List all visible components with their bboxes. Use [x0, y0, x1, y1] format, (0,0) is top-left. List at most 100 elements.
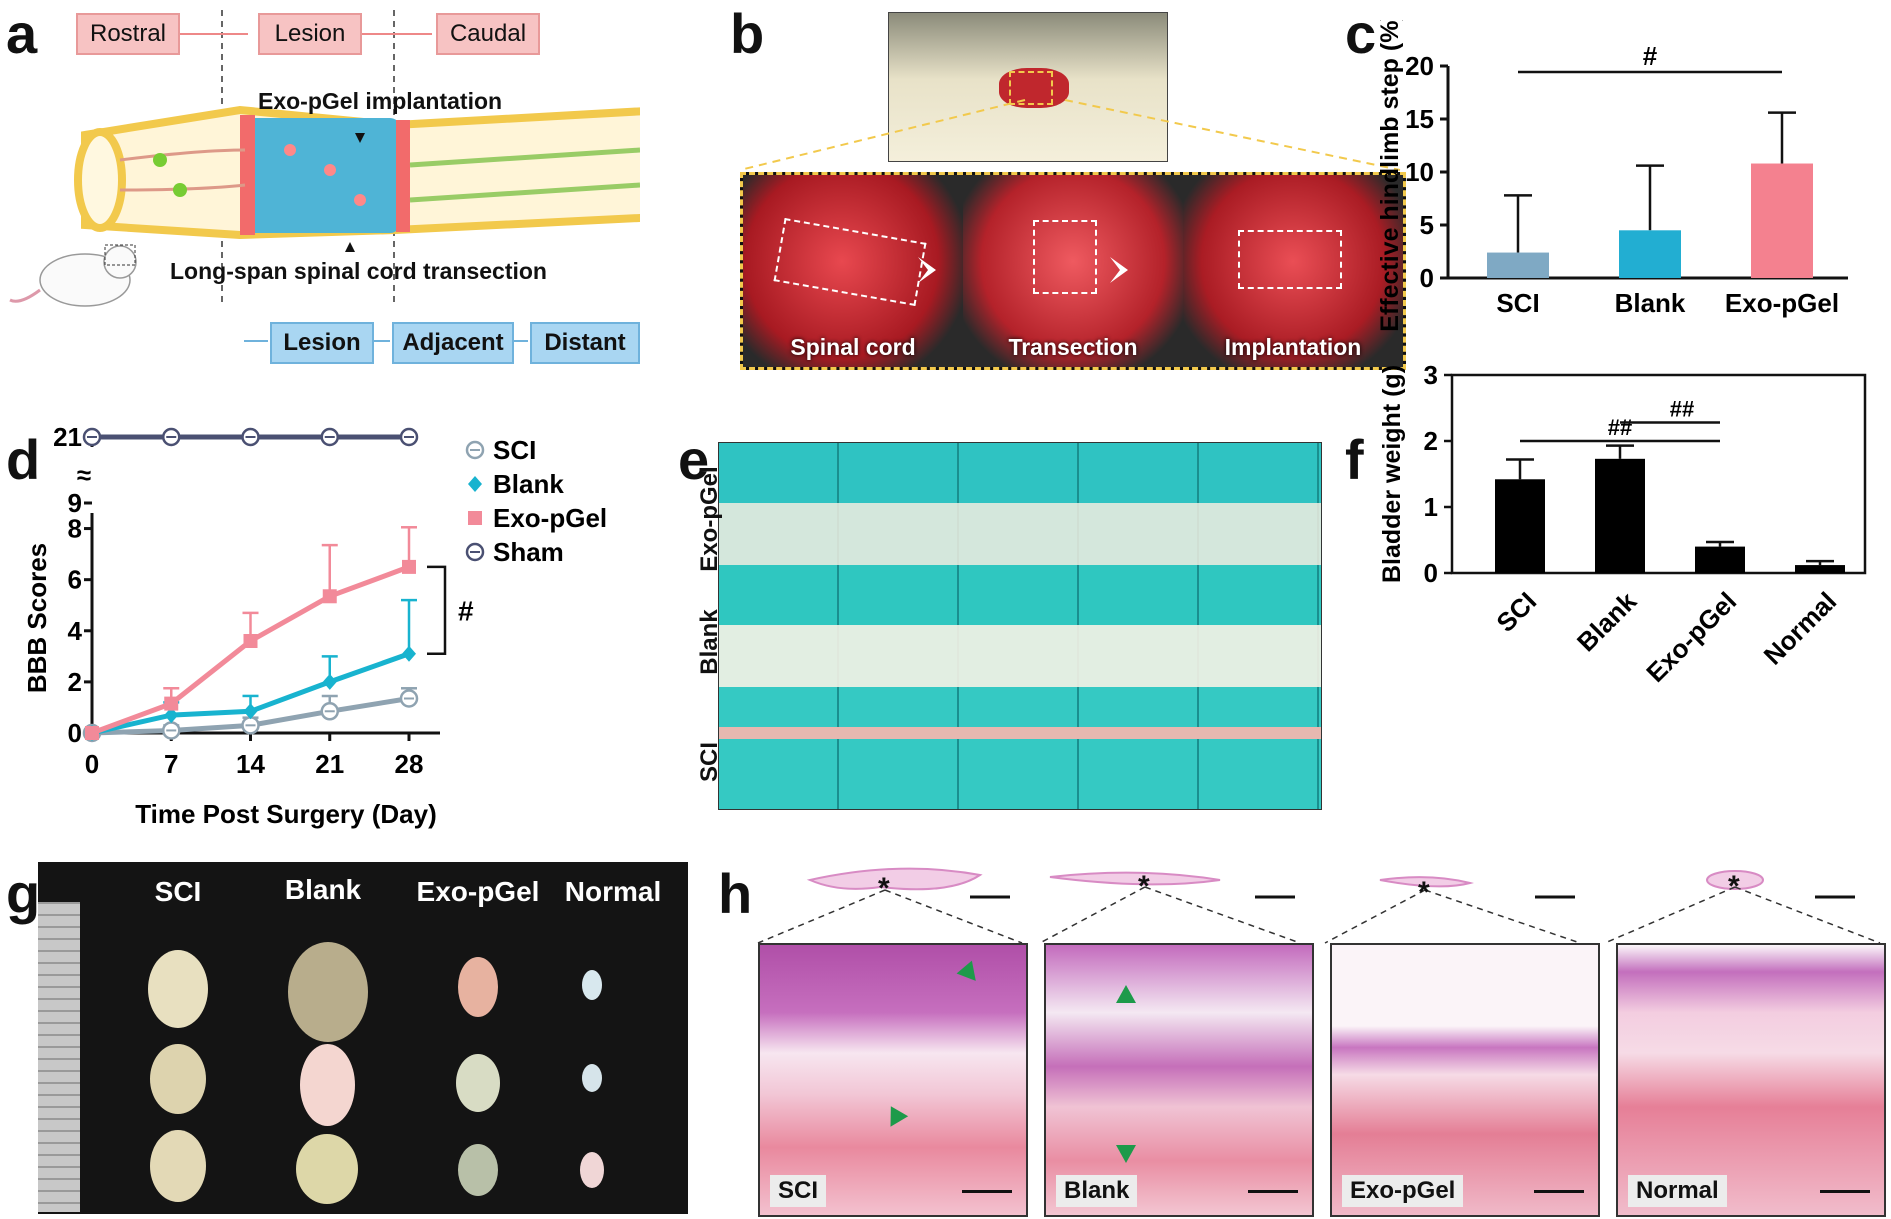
arrowhead-icon [881, 1106, 909, 1132]
surgery-steps-strip: Spinal cord Transection Implantation [740, 172, 1406, 370]
bladder-blank-2 [300, 1044, 355, 1126]
x-tick-label: Blank [1571, 586, 1643, 658]
spinal-cord-diagram [9, 10, 640, 307]
y-tick-label: 9 [68, 488, 82, 518]
step-implantation: Implantation [1183, 175, 1403, 367]
arrowhead-icon [1116, 1145, 1136, 1163]
gait-animal [719, 503, 1321, 565]
bar [1795, 565, 1845, 573]
y-tick-label: 0 [1420, 263, 1434, 293]
histology-sci: SCI [758, 943, 1028, 1217]
gait-label-sci: SCI [696, 742, 723, 783]
bar [1619, 230, 1681, 278]
step-label: Implantation [1224, 334, 1362, 360]
bar [1487, 252, 1549, 278]
y-tick-label: 15 [1405, 104, 1434, 134]
zoom-lines [739, 99, 1401, 171]
x-tick-label: 14 [236, 749, 265, 779]
histology-exo-pgel: Exo-pGel [1330, 943, 1600, 1217]
legend-label: SCI [493, 435, 536, 465]
region-caudal: Caudal [436, 13, 540, 55]
data-point [243, 634, 258, 648]
legend-label: Sham [493, 537, 564, 567]
scale-bar [1248, 1190, 1298, 1193]
step-spinal-cord: Spinal cord [743, 175, 963, 367]
histology-blank: Blank [1044, 943, 1314, 1217]
y-tick-label: 5 [1420, 210, 1434, 240]
histology-label: Normal [1628, 1175, 1727, 1207]
legend-marker [468, 511, 482, 525]
y-tick-label: 4 [68, 616, 83, 646]
histology-overview [757, 867, 1881, 944]
bladder-photo: SCI Blank Exo-pGel Normal [38, 862, 688, 1214]
y-axis-label: BBB Scores [22, 543, 52, 693]
x-axis-label: Time Post Surgery (Day) [135, 799, 437, 829]
legend-label: Blank [493, 469, 564, 499]
histology-label: SCI [770, 1175, 827, 1207]
transection-label: Long-span spinal cord transection [170, 258, 547, 284]
bladder-blank-1 [288, 942, 368, 1042]
y-tick-label: 2 [1424, 426, 1438, 456]
y-tick-label: 10 [1405, 157, 1434, 187]
panel-label-b: b [730, 2, 765, 65]
bar [1695, 546, 1745, 573]
surgery-photo [888, 12, 1168, 162]
y-tick-label: 0 [1424, 558, 1438, 588]
bladder-blank-3 [296, 1134, 358, 1204]
panel-a: a Rostral Lesion Caudal Exo-pGel implant… [0, 0, 640, 310]
bladder-sci-1 [148, 950, 208, 1028]
y-tick-label: 1 [1424, 492, 1438, 522]
bladder-exo-1 [458, 957, 498, 1017]
scale-bar [1820, 1190, 1870, 1193]
step-label: Spinal cord [790, 334, 916, 360]
y-tick-label: 6 [68, 565, 82, 595]
bladder-exo-3 [458, 1144, 498, 1196]
panel-label-c: c [1345, 2, 1377, 65]
data-point [164, 696, 179, 711]
histology-label: Blank [1056, 1175, 1138, 1207]
panel-label-h: h [718, 862, 753, 925]
overview-marker-normal: * [1728, 870, 1740, 903]
gait-row-exo-pgel [719, 443, 1321, 565]
x-tick-label: 7 [164, 749, 178, 779]
gait-tail [719, 727, 1321, 739]
x-tick-label: Blank [1615, 288, 1686, 318]
gait-rows [718, 442, 1322, 810]
histology-label: Exo-pGel [1342, 1175, 1464, 1207]
panel-label-a: a [6, 2, 38, 65]
significance-bracket [427, 565, 447, 656]
y-axis-label: Effective hindlimb step (%) [1376, 20, 1404, 332]
bladder-normal-2 [582, 1064, 602, 1092]
bladder-sci-3 [150, 1130, 206, 1202]
data-point [402, 559, 416, 574]
bottom-region-arrows [244, 340, 528, 342]
step-label: Transection [1008, 334, 1138, 360]
x-tick-label: 21 [315, 749, 344, 779]
bladder-col-exo-pgel: Exo-pGel [416, 876, 540, 907]
step-arrows [918, 257, 1128, 283]
chart-c: 0 5 10 15 20 SCI Blank Exo-pGel # Effective hindl… [1376, 20, 1848, 332]
bladder-sci-2 [150, 1044, 206, 1114]
bladder-exo-2 [456, 1054, 500, 1112]
arrowhead-icon [1116, 985, 1136, 1003]
data-point [243, 703, 258, 720]
significance-label: # [458, 595, 474, 626]
bladder-normal-3 [580, 1152, 604, 1188]
bar [1751, 163, 1813, 278]
bladder-normal-1 [582, 970, 602, 1000]
x-tick-label: Exo-pGel [1640, 586, 1742, 688]
legend-label: Exo-pGel [493, 503, 607, 533]
gait-label-exo-pgel: Exo-pGel [696, 466, 723, 572]
step-transection: Transection [963, 175, 1183, 367]
x-tick-label: SCI [1490, 586, 1542, 638]
bladder-col-sci: SCI [154, 876, 202, 907]
step-box [1238, 230, 1342, 289]
data-point [322, 673, 337, 690]
y-tick-label: 0 [68, 718, 82, 748]
legend-marker [468, 476, 482, 492]
significance-label: # [1643, 41, 1658, 71]
data-point [164, 707, 179, 724]
zoom-box [1009, 71, 1053, 105]
implant-label: Exo-pGel implantation [258, 88, 503, 114]
plot-frame [1450, 373, 1867, 575]
